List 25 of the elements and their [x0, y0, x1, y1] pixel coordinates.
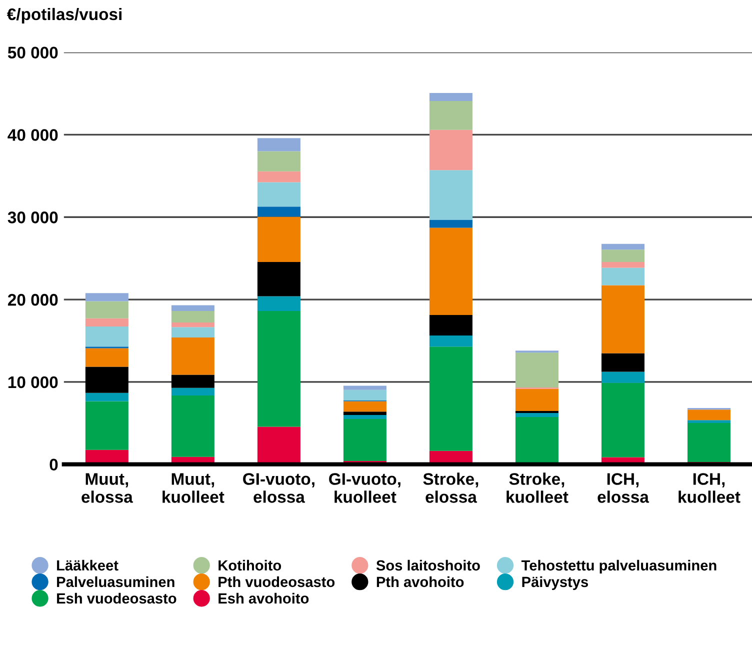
y-axis-title: €/potilas/vuosi — [6, 8, 122, 24]
x-tick-label: GI-vuoto, kuolleet — [329, 473, 400, 503]
legend-label: Päivystys — [522, 576, 588, 590]
x-tick-label: GI-vuoto, elossa — [243, 473, 314, 503]
legend-label: Palveluasuminen — [57, 576, 174, 588]
legend-label: Esh avohoito — [218, 592, 309, 604]
legend-label: Pth avohoito — [376, 576, 464, 588]
y-tick-label: 0 — [50, 458, 58, 471]
x-tick-label: ICH, kuolleet — [678, 473, 740, 503]
y-tick-label: 10 000 — [8, 376, 58, 388]
y-tick-label: 40 000 — [8, 129, 58, 141]
legend-label: Tehostettu palveluasuminen — [521, 560, 716, 574]
legend-label: Lääkkeet — [57, 560, 118, 571]
x-tick-label: Muut, kuolleet — [162, 473, 224, 503]
x-tick-label: ICH, elossa — [598, 473, 650, 503]
x-tick-label: Stroke, elossa — [423, 472, 478, 503]
legend-label: Esh vuodeosasto — [57, 592, 176, 604]
y-tick-label: 20 000 — [8, 294, 58, 306]
legend-label: Pth vuodeosasto — [218, 576, 335, 588]
y-tick-label: 30 000 — [8, 212, 58, 224]
x-tick-label: Stroke, kuolleet — [506, 472, 568, 503]
y-tick-label: 50 000 — [8, 46, 58, 59]
legend-label: Kotihoito — [218, 560, 282, 571]
legend-label: Sos laitoshoito — [376, 560, 480, 571]
x-tick-label: Muut, elossa — [82, 473, 133, 503]
